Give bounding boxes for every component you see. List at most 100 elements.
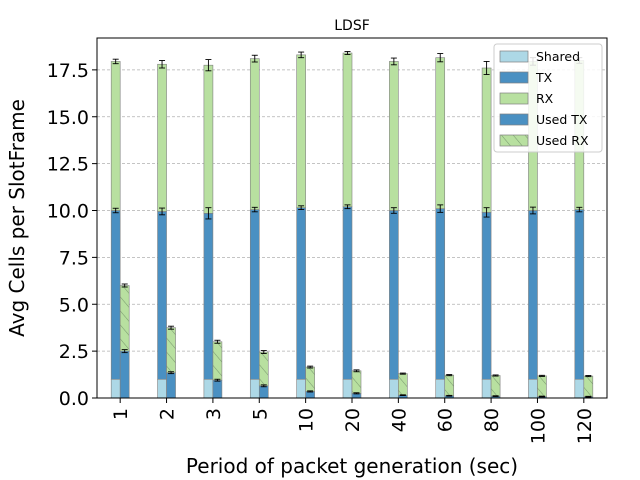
error-bar-used-rx [399, 372, 406, 375]
y-tick-label: 0.0 [59, 388, 89, 410]
error-bar-used-rx [307, 365, 314, 369]
bar-rx [110, 61, 121, 211]
bar-used-rx [212, 341, 223, 381]
bar-tx [296, 207, 306, 380]
error-bar-used-rx [585, 375, 592, 378]
error-bar-used-rx [168, 325, 175, 330]
error-bar-used-tx [260, 384, 267, 388]
error-bar-used-rx [492, 374, 499, 377]
legend-label: TX [535, 70, 553, 85]
bar-shared [203, 378, 214, 399]
bar-shared [389, 378, 399, 399]
bar-rx [389, 61, 399, 211]
error-bar-tx [251, 206, 258, 213]
bar-used-rx [119, 285, 130, 352]
bar-rx [249, 58, 260, 210]
error-bar-used-rx [121, 283, 128, 288]
error-bar-allocated [390, 57, 397, 66]
x-tick-label: 20 [342, 408, 364, 432]
x-tick-label: 5 [249, 408, 271, 420]
bar-tx [435, 208, 446, 380]
error-bar-tx [576, 206, 583, 213]
error-bar-used-rx [353, 369, 360, 373]
bar-shared [574, 378, 585, 399]
bar-tx [342, 206, 353, 380]
error-bar-tx [344, 204, 351, 210]
bar-rx [342, 52, 353, 208]
error-bar-tx [437, 204, 444, 213]
bar-tx [157, 211, 167, 380]
legend-swatch [499, 134, 529, 147]
bar-tx [389, 210, 399, 380]
error-bar-tx [390, 207, 397, 214]
bar-shared [296, 378, 306, 399]
bar-used-rx [444, 374, 455, 397]
bar-tx [574, 209, 585, 380]
y-tick-label: 7.5 [59, 247, 89, 269]
error-bar-used-tx [492, 395, 499, 397]
bar-used-tx [119, 350, 130, 399]
x-axis-label: Period of packet generation (sec) [186, 454, 518, 478]
legend-label: Shared [536, 49, 580, 64]
bar-shared [435, 378, 446, 399]
y-tick-label: 10.0 [47, 201, 89, 223]
legend-swatch [499, 92, 529, 105]
error-bar-allocated [298, 51, 305, 59]
axes: 0.0 2.5 5.0 7.5 10.0 12.5 15.0 17.5 1 2 3 5 10 20 40 60… [47, 60, 596, 444]
error-bar-allocated [205, 59, 212, 72]
error-bar-tx [159, 207, 166, 216]
x-tick-label: 120 [574, 408, 596, 444]
error-bar-allocated [437, 53, 444, 63]
bar-used-rx [166, 327, 176, 373]
error-bar-used-tx [585, 395, 592, 398]
error-bar-allocated [112, 58, 119, 65]
chart-title: LDSF [334, 18, 370, 34]
bar-tx [481, 212, 492, 380]
error-bar-used-tx [121, 349, 128, 354]
error-bar-used-tx [168, 371, 175, 375]
error-bar-allocated [344, 51, 351, 55]
error-bar-tx [298, 205, 305, 211]
legend-swatch [499, 113, 529, 126]
bar-used-rx [583, 375, 594, 397]
bar-shared [249, 378, 260, 399]
x-tick-label: 1 [110, 408, 132, 420]
bar-used-tx [166, 372, 176, 399]
legend-swatch [499, 50, 529, 63]
bar-used-rx [258, 351, 269, 387]
bar-used-rx [351, 370, 362, 394]
bar-used-tx [212, 379, 223, 399]
x-tick-label: 40 [388, 408, 410, 432]
bar-tx [203, 213, 214, 380]
error-bar-used-tx [214, 378, 221, 382]
legend-label: Used RX [536, 133, 589, 148]
bar-rx [481, 67, 492, 213]
x-tick-label: 3 [203, 408, 225, 420]
y-tick-label: 17.5 [47, 60, 89, 82]
x-tick-label: 100 [527, 408, 549, 444]
error-bar-used-tx [446, 394, 453, 397]
bar-tx [249, 209, 260, 380]
error-bar-tx [529, 206, 536, 215]
y-tick-label: 15.0 [47, 107, 89, 129]
bar-rx [203, 64, 214, 214]
legend-swatch [499, 71, 529, 84]
error-bar-used-rx [214, 339, 221, 344]
bar-rx [435, 57, 446, 209]
error-bar-allocated [251, 54, 258, 63]
y-tick-label: 5.0 [59, 294, 89, 316]
bar-used-rx [490, 375, 501, 397]
x-tick-label: 10 [296, 408, 318, 432]
bar-used-rx [537, 375, 547, 397]
bar-rx [296, 54, 306, 208]
error-bar-used-tx [399, 394, 406, 397]
error-bar-tx [112, 207, 119, 214]
bar-shared [342, 378, 353, 399]
bar-tx [110, 210, 121, 380]
x-tick-label: 80 [481, 408, 503, 432]
legend-label: Used TX [536, 112, 588, 127]
bar-rx [157, 63, 167, 212]
error-bar-used-tx [538, 395, 545, 398]
error-bar-allocated [483, 60, 490, 76]
